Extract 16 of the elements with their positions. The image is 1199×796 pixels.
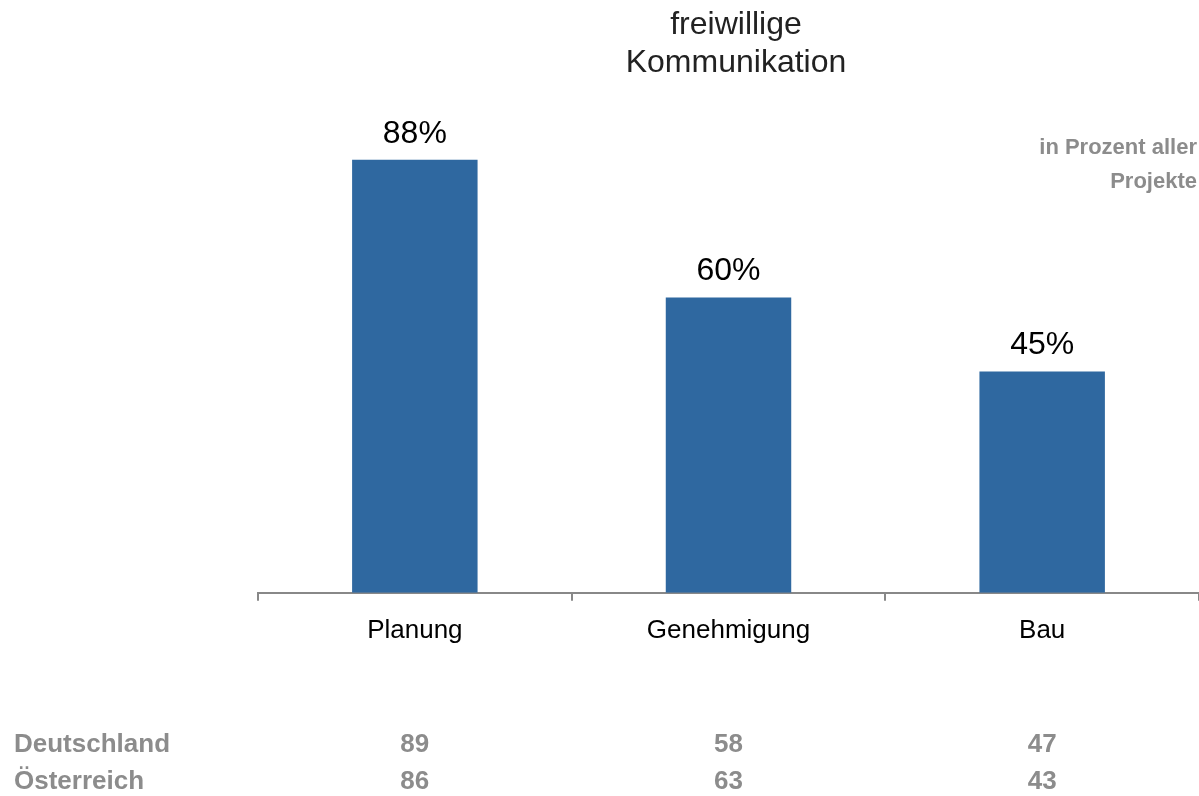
x-tick-label: Planung — [367, 613, 463, 644]
text: Deutschland — [14, 728, 171, 759]
text: 89 — [399, 728, 431, 759]
text: 47 — [1026, 728, 1058, 759]
text: 86 — [399, 765, 431, 796]
data-label: 60% — [696, 251, 761, 288]
data-label: 88% — [382, 113, 447, 150]
data-label: 45% — [1010, 325, 1075, 362]
text: 63 — [713, 765, 744, 796]
x-tick-label: Bau — [1019, 613, 1066, 644]
text: Österreich — [14, 765, 145, 796]
x-tick-label: Genehmigung — [646, 613, 811, 644]
text: 58 — [713, 728, 744, 759]
chart-title: freiwillige Kommunikation — [624, 4, 848, 80]
chart-subtitle: in Prozent aller Projekte — [1039, 133, 1197, 195]
text: 43 — [1026, 765, 1058, 796]
